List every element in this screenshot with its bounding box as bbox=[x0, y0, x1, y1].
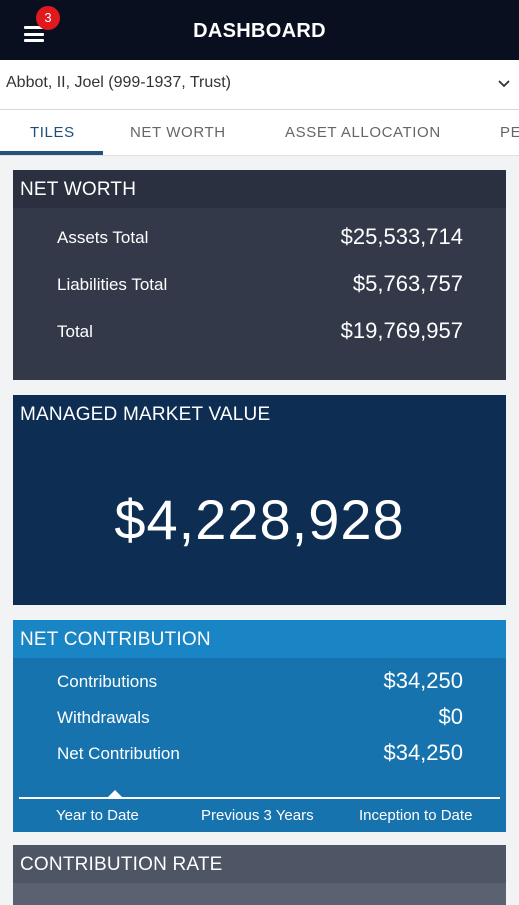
selected-period-caret bbox=[108, 790, 122, 797]
contribution-rate-card[interactable]: CONTRIBUTION RATE bbox=[13, 845, 506, 905]
account-selector[interactable]: Abbot, II, Joel (999-1937, Trust) bbox=[0, 60, 519, 110]
notification-badge: 3 bbox=[36, 6, 60, 30]
managed-market-value-title: MANAGED MARKET VALUE bbox=[13, 395, 506, 433]
row-value: $5,763,757 bbox=[352, 271, 463, 296]
managed-market-value-amount: $4,228,928 bbox=[114, 488, 405, 551]
chevron-down-icon bbox=[498, 80, 510, 88]
period-divider bbox=[19, 797, 500, 799]
period-inception-to-date[interactable]: Inception to Date bbox=[359, 807, 473, 824]
tab-tiles[interactable]: TILES bbox=[30, 124, 75, 141]
period-previous-3-years[interactable]: Previous 3 Years bbox=[201, 807, 314, 824]
net-contribution-title: NET CONTRIBUTION bbox=[13, 620, 506, 658]
row-label: Contributions bbox=[57, 672, 158, 691]
period-year-to-date[interactable]: Year to Date bbox=[56, 807, 139, 824]
row-value: $34,250 bbox=[383, 740, 463, 765]
tab-partial[interactable]: PE bbox=[500, 124, 519, 141]
tab-net-worth[interactable]: NET WORTH bbox=[130, 124, 226, 141]
row-label: Net Contribution bbox=[57, 744, 180, 763]
contribution-rate-title: CONTRIBUTION RATE bbox=[13, 845, 506, 883]
row-label: Liabilities Total bbox=[57, 275, 168, 294]
tab-asset-allocation[interactable]: ASSET ALLOCATION bbox=[285, 124, 441, 141]
tab-bar: TILES NET WORTH ASSET ALLOCATION PE bbox=[0, 110, 519, 156]
row-value: $34,250 bbox=[383, 668, 463, 693]
row-value: $25,533,714 bbox=[340, 224, 463, 249]
net-contribution-card[interactable]: NET CONTRIBUTION Contributions $34,250 W… bbox=[13, 620, 506, 832]
row-value: $0 bbox=[438, 704, 463, 729]
account-selector-value: Abbot, II, Joel (999-1937, Trust) bbox=[6, 74, 232, 91]
active-tab-indicator bbox=[0, 151, 103, 155]
managed-market-value-card[interactable]: MANAGED MARKET VALUE $4,228,928 bbox=[13, 395, 506, 605]
row-label: Assets Total bbox=[57, 228, 149, 247]
net-worth-card[interactable]: NET WORTH Assets Total $25,533,714 Liabi… bbox=[13, 170, 506, 380]
page-title: DASHBOARD bbox=[193, 20, 326, 42]
hamburger-menu-icon bbox=[24, 26, 44, 42]
row-label: Withdrawals bbox=[57, 708, 150, 727]
net-worth-title: NET WORTH bbox=[13, 170, 506, 208]
menu-button[interactable]: 3 bbox=[22, 6, 60, 48]
row-label: Total bbox=[57, 322, 93, 341]
top-bar: 3 DASHBOARD bbox=[0, 0, 519, 60]
row-value: $19,769,957 bbox=[340, 318, 463, 343]
